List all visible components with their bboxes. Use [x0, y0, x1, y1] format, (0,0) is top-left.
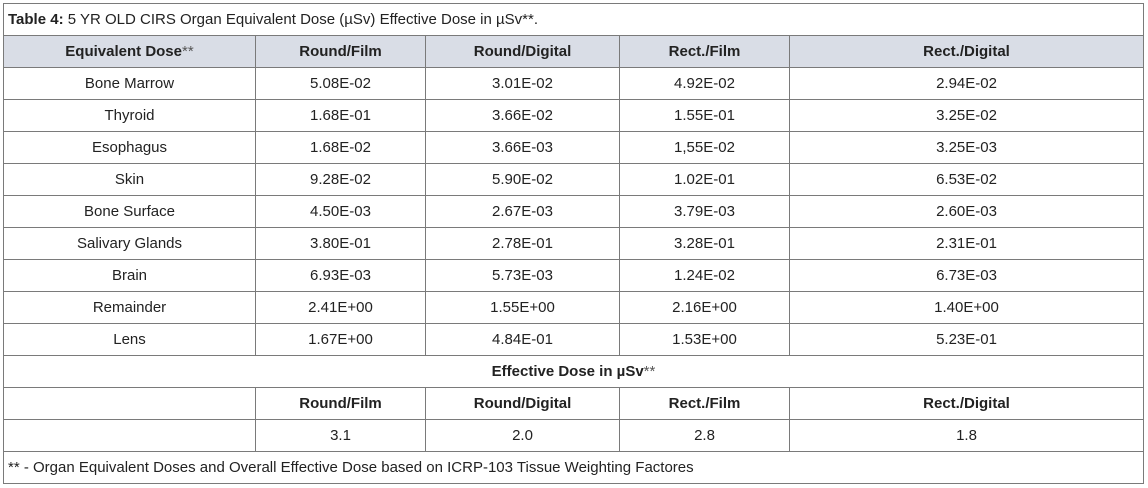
effective-title-marker: **: [643, 363, 656, 380]
rect-digital-cell: 6.53E-02: [788, 163, 1145, 196]
effective-value-round-digital: 2.0: [425, 419, 620, 452]
effective-title-text: Effective Dose in µSv: [491, 363, 644, 380]
rect-digital-cell: 3.25E-03: [788, 131, 1145, 164]
effective-value-rect-film: 2.8: [619, 419, 790, 452]
table-row: Remainder 2.41E+00 1.55E+00 2.16E+00 1.40E+0…: [3, 291, 1145, 324]
effective-header-rect-digital: Rect./Digital: [788, 387, 1145, 420]
rect-film-cell: 1.24E-02: [619, 259, 790, 292]
round-digital-cell: 1.55E+00: [425, 291, 620, 324]
organ-cell: Thyroid: [3, 99, 256, 132]
header-round-digital: Round/Digital: [425, 35, 620, 68]
caption-label: Table 4:: [8, 11, 64, 28]
header-equivalent-dose-label: Equivalent Dose: [65, 43, 182, 60]
table-row: Salivary Glands 3.80E-01 2.78E-01 3.28E-01 2…: [3, 227, 1145, 260]
dose-table: Table 4: 5 YR OLD CIRS Organ Equivalent …: [2, 3, 1145, 484]
organ-cell: Lens: [3, 323, 256, 356]
rect-film-cell: 4.92E-02: [619, 67, 790, 100]
header-marker: **: [182, 43, 194, 60]
rect-digital-cell: 2.31E-01: [788, 227, 1145, 260]
table-footnote: ** - Organ Equivalent Doses and Overall …: [2, 451, 1145, 484]
rect-digital-cell: 5.23E-01: [788, 323, 1145, 356]
round-digital-cell: 2.78E-01: [425, 227, 620, 260]
organ-cell: Salivary Glands: [3, 227, 256, 260]
header-round-film: Round/Film: [255, 35, 426, 68]
table-row: Skin 9.28E-02 5.90E-02 1.02E-01 6.53E-02: [3, 163, 1145, 196]
round-digital-cell: 4.84E-01: [425, 323, 620, 356]
rect-film-cell: 1.02E-01: [619, 163, 790, 196]
effective-dose-title: Effective Dose in µSv**: [2, 355, 1145, 388]
rect-film-cell: 1.55E-01: [619, 99, 790, 132]
effective-header-rect-film: Rect./Film: [619, 387, 790, 420]
effective-header-empty: [3, 387, 256, 420]
effective-header-round-digital: Round/Digital: [425, 387, 620, 420]
header-row: Equivalent Dose** Round/Film Round/Digit…: [3, 35, 1145, 68]
rect-film-cell: 3.79E-03: [619, 195, 790, 228]
round-film-cell: 9.28E-02: [255, 163, 426, 196]
effective-value-rect-digital: 1.8: [788, 419, 1145, 452]
table-body: Bone Marrow 5.08E-02 3.01E-02 4.92E-02 2.94E…: [3, 67, 1145, 356]
header-equivalent-dose: Equivalent Dose**: [3, 35, 256, 68]
round-digital-cell: 5.90E-02: [425, 163, 620, 196]
rect-film-cell: 3.28E-01: [619, 227, 790, 260]
table-row: Thyroid 1.68E-01 3.66E-02 1.55E-01 3.25E-02: [3, 99, 1145, 132]
organ-cell: Brain: [3, 259, 256, 292]
table-row: Bone Surface 4.50E-03 2.67E-03 3.79E-03 2.60…: [3, 195, 1145, 228]
organ-cell: Bone Surface: [3, 195, 256, 228]
rect-film-cell: 1,55E-02: [619, 131, 790, 164]
rect-digital-cell: 3.25E-02: [788, 99, 1145, 132]
table-container: Table 4: 5 YR OLD CIRS Organ Equivalent …: [2, 3, 1145, 484]
rect-digital-cell: 1.40E+00: [788, 291, 1145, 324]
round-film-cell: 1.68E-01: [255, 99, 426, 132]
table-row: Bone Marrow 5.08E-02 3.01E-02 4.92E-02 2.94E…: [3, 67, 1145, 100]
effective-value-round-film: 3.1: [255, 419, 426, 452]
round-digital-cell: 2.67E-03: [425, 195, 620, 228]
round-film-cell: 3.80E-01: [255, 227, 426, 260]
organ-cell: Esophagus: [3, 131, 256, 164]
header-rect-film: Rect./Film: [619, 35, 790, 68]
effective-values-row: 3.1 2.0 2.8 1.8: [3, 419, 1145, 452]
round-film-cell: 6.93E-03: [255, 259, 426, 292]
rect-digital-cell: 6.73E-03: [788, 259, 1145, 292]
effective-header-round-film: Round/Film: [255, 387, 426, 420]
effective-value-empty: [3, 419, 256, 452]
rect-digital-cell: 2.60E-03: [788, 195, 1145, 228]
round-digital-cell: 3.66E-03: [425, 131, 620, 164]
round-film-cell: 1.67E+00: [255, 323, 426, 356]
table-caption: Table 4: 5 YR OLD CIRS Organ Equivalent …: [2, 3, 1145, 36]
organ-cell: Remainder: [3, 291, 256, 324]
effective-header-row: Round/Film Round/Digital Rect./Film Rect…: [3, 387, 1145, 420]
rect-film-cell: 2.16E+00: [619, 291, 790, 324]
header-rect-digital: Rect./Digital: [788, 35, 1145, 68]
round-digital-cell: 5.73E-03: [425, 259, 620, 292]
round-film-cell: 1.68E-02: [255, 131, 426, 164]
round-digital-cell: 3.66E-02: [425, 99, 620, 132]
rect-digital-cell: 2.94E-02: [788, 67, 1145, 100]
round-film-cell: 4.50E-03: [255, 195, 426, 228]
rect-film-cell: 1.53E+00: [619, 323, 790, 356]
table-row: Brain 6.93E-03 5.73E-03 1.24E-02 6.73E-03: [3, 259, 1145, 292]
round-film-cell: 2.41E+00: [255, 291, 426, 324]
round-digital-cell: 3.01E-02: [425, 67, 620, 100]
table-row: Lens 1.67E+00 4.84E-01 1.53E+00 5.23E-01: [3, 323, 1145, 356]
caption-text: 5 YR OLD CIRS Organ Equivalent Dose (µSv…: [63, 11, 539, 28]
organ-cell: Bone Marrow: [3, 67, 256, 100]
table-row: Esophagus 1.68E-02 3.66E-03 1,55E-02 3.25E-0…: [3, 131, 1145, 164]
round-film-cell: 5.08E-02: [255, 67, 426, 100]
organ-cell: Skin: [3, 163, 256, 196]
